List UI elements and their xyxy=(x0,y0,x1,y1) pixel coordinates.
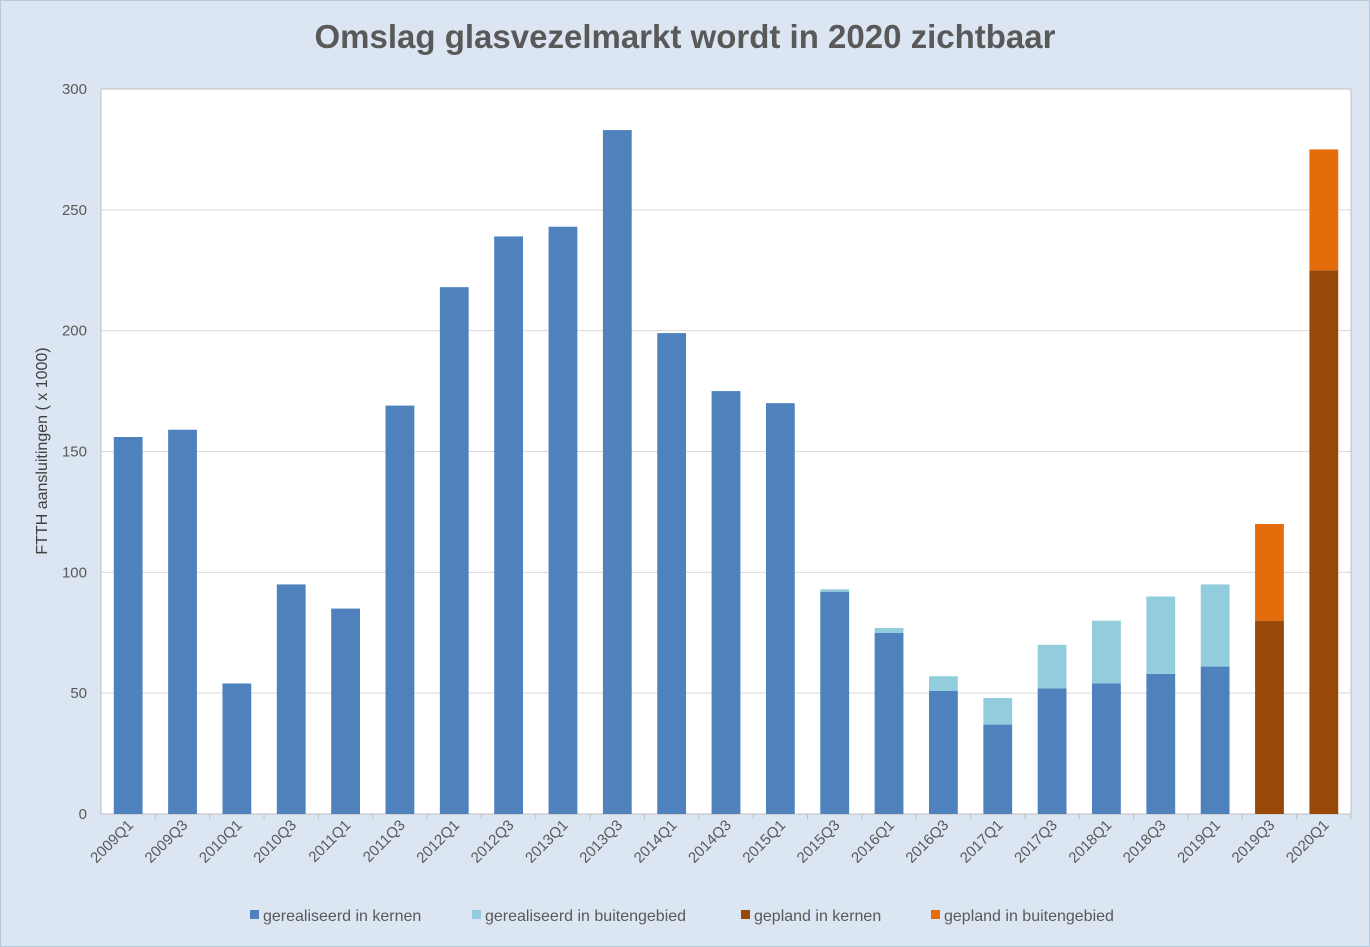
y-tick-label: 300 xyxy=(62,81,87,98)
bar-segment xyxy=(1146,596,1176,674)
x-tick-label: 2013Q1 xyxy=(522,817,572,867)
bar-segment xyxy=(1255,620,1284,814)
bar-segment xyxy=(1200,666,1230,814)
x-tick-label: 2011Q3 xyxy=(360,817,409,866)
bar-segment xyxy=(874,632,904,814)
y-tick-label: 250 xyxy=(62,202,87,219)
y-tick-label: 50 xyxy=(70,685,87,702)
x-tick-label: 2016Q1 xyxy=(848,817,898,867)
x-tick-label: 2015Q3 xyxy=(794,817,844,867)
bar-segment xyxy=(1037,688,1067,814)
x-tick-label: 2019Q1 xyxy=(1174,817,1224,867)
legend-label: gerealiseerd in buitengebied xyxy=(485,908,686,925)
bar-segment xyxy=(113,437,143,814)
bar-segment xyxy=(820,591,850,814)
bar-segment xyxy=(168,429,197,814)
y-axis-title: FTTH aansluitingen ( x 1000) xyxy=(34,347,51,554)
bar-segment xyxy=(820,589,850,592)
bar-segment xyxy=(385,405,415,814)
bar-segment xyxy=(983,724,1013,814)
bar-segment xyxy=(331,608,360,814)
y-tick-label: 0 xyxy=(79,806,87,823)
x-tick-label: 2009Q3 xyxy=(142,817,192,867)
legend-label: gepland in buitengebied xyxy=(944,908,1114,925)
bar-segment xyxy=(276,584,306,814)
x-tick-label: 2018Q1 xyxy=(1065,817,1115,867)
x-tick-label: 2016Q3 xyxy=(902,817,952,867)
legend-swatch xyxy=(250,910,259,919)
legend-swatch xyxy=(741,910,750,919)
legend-label: gerealiseerd in kernen xyxy=(263,908,421,925)
bar-segment xyxy=(1037,644,1067,689)
x-tick-label: 2014Q1 xyxy=(631,817,681,867)
bar-segment xyxy=(1092,683,1121,814)
y-tick-label: 150 xyxy=(62,444,87,461)
chart-title: Omslag glasvezelmarkt wordt in 2020 zich… xyxy=(314,18,1056,55)
bar-segment xyxy=(439,287,469,815)
x-tick-label: 2017Q1 xyxy=(957,817,1007,867)
bar-segment xyxy=(602,130,632,815)
bar-segment xyxy=(222,683,252,814)
x-tick-label: 2014Q3 xyxy=(685,817,735,867)
bar-segment xyxy=(928,676,958,691)
bar-segment xyxy=(1200,584,1230,667)
bars xyxy=(113,130,1339,815)
x-tick-label: 2011Q1 xyxy=(305,817,354,866)
x-tick-label: 2010Q1 xyxy=(196,817,246,867)
bar-segment xyxy=(765,403,795,814)
x-tick-label: 2017Q3 xyxy=(1011,817,1061,867)
x-tick-label: 2009Q1 xyxy=(87,817,137,867)
x-tick-label: 2019Q3 xyxy=(1229,817,1279,867)
legend-label: gepland in kernen xyxy=(754,908,881,925)
bar-segment xyxy=(928,690,958,814)
x-tick-label: 2012Q3 xyxy=(468,817,518,867)
y-axis-ticks: 0 50 100 150 200 250 300 xyxy=(62,81,87,823)
bar-segment xyxy=(983,698,1013,725)
x-tick-label: 2015Q1 xyxy=(739,817,789,867)
legend: gerealiseerd in kernen gerealiseerd in bu… xyxy=(250,908,1114,925)
x-axis-ticks: 2009Q1 2009Q3 2010Q1 2010Q3 2011Q1 2011Q3 2012… xyxy=(87,814,1352,867)
bar-segment xyxy=(1309,270,1339,814)
bar-segment xyxy=(1092,620,1121,684)
x-tick-label: 2018Q3 xyxy=(1120,817,1170,867)
x-tick-label: 2020Q1 xyxy=(1283,817,1333,867)
bar-segment xyxy=(548,226,578,814)
bar-segment xyxy=(711,391,741,814)
x-tick-label: 2010Q3 xyxy=(250,817,300,867)
legend-swatch xyxy=(931,910,940,919)
bar-segment xyxy=(1309,149,1339,271)
bar-segment xyxy=(1255,524,1284,621)
y-tick-label: 200 xyxy=(62,323,87,340)
x-tick-label: 2012Q1 xyxy=(413,817,463,867)
y-tick-label: 100 xyxy=(62,564,87,581)
bar-segment xyxy=(874,627,904,633)
x-tick-label: 2013Q3 xyxy=(576,817,626,867)
legend-swatch xyxy=(472,910,481,919)
bar-segment xyxy=(1146,673,1176,814)
bar-segment xyxy=(494,236,524,814)
bar-segment xyxy=(657,333,687,814)
